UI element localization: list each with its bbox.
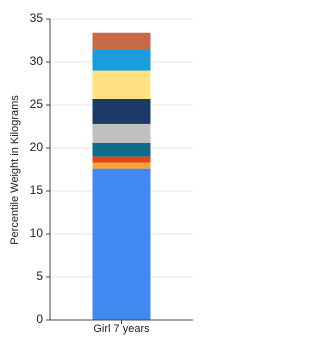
y-tick-label: 30 — [30, 54, 44, 68]
y-tick-label: 5 — [36, 269, 43, 283]
y-tick-label: 15 — [30, 183, 44, 197]
bar-segment — [92, 49, 151, 71]
chart: Percentile Weight in Kilograms 0 5 10 15 20 2… — [8, 11, 193, 335]
bar-segment — [92, 32, 151, 50]
x-tick-label: Girl 7 years — [93, 323, 150, 335]
bar-segment — [92, 123, 151, 143]
bar-segment — [92, 168, 151, 320]
bar-segment — [92, 142, 151, 157]
y-tick-label: 10 — [30, 226, 44, 240]
y-tick-label: 25 — [30, 97, 44, 111]
bar-segment — [92, 156, 151, 163]
y-tick-label: 35 — [30, 11, 44, 25]
bar-segment — [92, 162, 151, 169]
y-tick-label: 20 — [30, 140, 44, 154]
bar-segment — [92, 70, 151, 99]
y-axis-label: Percentile Weight in Kilograms — [9, 95, 21, 245]
bar-segment — [92, 98, 151, 124]
y-tick-label: 0 — [36, 312, 43, 326]
